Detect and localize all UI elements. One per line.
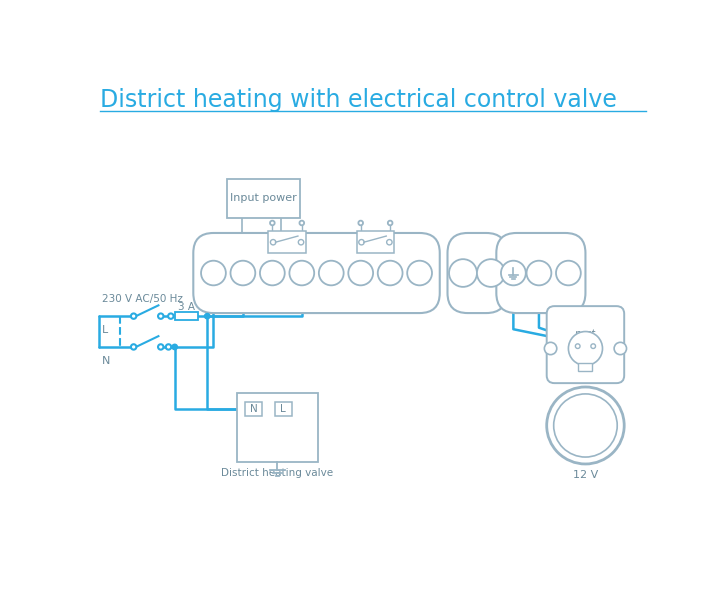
Bar [226, 179, 300, 217]
Text: 230 V AC/50 Hz: 230 V AC/50 Hz [102, 294, 183, 304]
Circle shape [158, 345, 164, 350]
Text: T2: T2 [561, 268, 575, 278]
Circle shape [378, 261, 403, 285]
FancyBboxPatch shape [448, 233, 507, 313]
Circle shape [358, 220, 363, 225]
Text: L: L [240, 268, 246, 278]
Text: N: N [102, 356, 110, 366]
FancyBboxPatch shape [194, 233, 440, 313]
Text: OT1: OT1 [454, 268, 472, 278]
Circle shape [477, 259, 505, 287]
Text: nest: nest [575, 329, 596, 339]
FancyBboxPatch shape [547, 306, 624, 383]
Circle shape [556, 261, 581, 285]
Circle shape [591, 344, 596, 349]
Text: 2: 2 [298, 268, 305, 278]
Text: 1: 1 [269, 268, 276, 278]
Text: 4: 4 [357, 268, 364, 278]
Circle shape [166, 345, 171, 350]
Circle shape [547, 387, 624, 464]
Text: 5: 5 [387, 268, 394, 278]
Circle shape [526, 261, 551, 285]
Circle shape [158, 314, 164, 319]
Circle shape [449, 259, 477, 287]
Text: Input power: Input power [230, 193, 297, 203]
Text: District heating valve: District heating valve [221, 468, 333, 478]
Text: 12 V: 12 V [573, 470, 598, 480]
Bar [175, 312, 198, 320]
Circle shape [168, 314, 173, 319]
Circle shape [554, 394, 617, 457]
Text: L: L [280, 405, 286, 414]
Circle shape [575, 344, 580, 349]
Text: 3: 3 [328, 268, 335, 278]
Bar [357, 232, 394, 253]
Bar [274, 402, 292, 416]
Circle shape [501, 261, 526, 285]
Bar [237, 393, 318, 463]
Circle shape [299, 220, 304, 225]
Bar [579, 363, 593, 371]
Circle shape [205, 314, 210, 319]
Text: L: L [102, 325, 108, 335]
Circle shape [290, 261, 314, 285]
Circle shape [131, 345, 136, 350]
Circle shape [201, 261, 226, 285]
Text: nest: nest [576, 402, 596, 410]
Circle shape [388, 220, 392, 225]
Circle shape [407, 261, 432, 285]
Circle shape [260, 261, 285, 285]
Circle shape [545, 342, 557, 355]
Bar [269, 232, 306, 253]
Text: District heating with electrical control valve: District heating with electrical control… [100, 89, 617, 112]
Text: N: N [250, 405, 258, 414]
Circle shape [319, 261, 344, 285]
Circle shape [172, 345, 178, 350]
Circle shape [614, 342, 627, 355]
Circle shape [270, 220, 274, 225]
Text: T1: T1 [532, 268, 546, 278]
FancyBboxPatch shape [496, 233, 585, 313]
Text: N: N [209, 268, 218, 278]
Text: OT2: OT2 [481, 268, 501, 278]
Circle shape [231, 261, 256, 285]
Circle shape [569, 331, 603, 365]
Circle shape [131, 314, 136, 319]
Circle shape [348, 261, 373, 285]
Bar [245, 402, 262, 416]
Text: 6: 6 [416, 268, 423, 278]
Text: 3 A: 3 A [178, 302, 195, 312]
